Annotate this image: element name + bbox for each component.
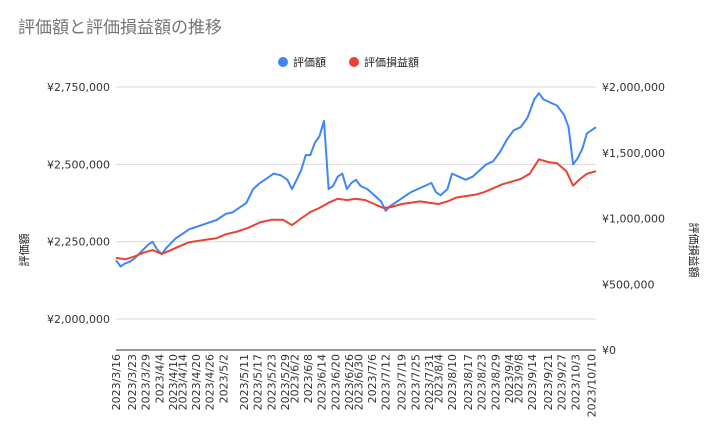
series-gain-line: [115, 158, 597, 261]
legend-marker-gain: [349, 57, 359, 67]
x-tick-label: 2023/8/23: [476, 354, 489, 410]
x-axis-ticks: 2023/3/16 2023/3/23 2023/3/29 2023/4/4 2023/…: [110, 354, 598, 417]
legend-label-valuation: 評価額: [293, 55, 326, 69]
x-tick-label: 2023/4/26: [204, 354, 217, 410]
left-axis-title: 評価額: [17, 234, 31, 267]
right-tick-label: ¥500,000: [602, 278, 655, 291]
x-tick-label: 2023/5/11: [238, 354, 251, 410]
x-tick-label: 2023/9/14: [526, 354, 539, 410]
x-tick-label: 2023/7/19: [396, 354, 409, 410]
chart-title: 評価額と評価損益額の推移: [18, 18, 222, 38]
x-tick-label: 2023/4/14: [176, 354, 189, 410]
x-tick-label: 2023/6/30: [352, 354, 365, 410]
x-tick-label: 2023/9/27: [556, 354, 569, 410]
x-tick-label: 2023/6/2: [288, 354, 301, 403]
x-tick-label: 2023/10/3: [569, 354, 582, 410]
x-tick-label: 2023/8/10: [446, 354, 459, 410]
x-tick-label: 2023/3/23: [126, 354, 139, 410]
x-tick-label: 2023/9/21: [542, 354, 555, 410]
x-tick-label: 2023/8/17: [462, 354, 475, 410]
left-tick-label: ¥2,750,000: [47, 81, 110, 94]
left-tick-label: ¥2,250,000: [47, 236, 110, 249]
x-tick-label: 2023/9/8: [512, 354, 525, 403]
left-axis-ticks: ¥2,000,000 ¥2,250,000 ¥2,500,000 ¥2,750,000: [47, 81, 110, 326]
x-tick-label: 2023/3/29: [140, 354, 153, 410]
x-tick-label: 2023/7/12: [380, 354, 393, 410]
x-tick-label: 2023/7/6: [366, 354, 379, 403]
right-tick-label: ¥1,500,000: [602, 147, 665, 160]
x-tick-label: 2023/6/26: [343, 354, 356, 410]
right-tick-label: ¥0: [602, 344, 616, 357]
legend: 評価額 評価損益額: [278, 55, 419, 69]
x-tick-label: 2023/4/4: [153, 354, 166, 403]
x-tick-label: 2023/9/4: [503, 354, 516, 403]
x-tick-label: 2023/5/2: [217, 354, 230, 403]
x-tick-label: 2023/6/14: [316, 354, 329, 410]
x-tick-label: 2023/3/16: [110, 354, 123, 410]
x-tick-label: 2023/4/10: [167, 354, 180, 410]
x-tick-label: 2023/5/29: [279, 354, 292, 410]
x-tick-label: 2023/7/25: [409, 354, 422, 410]
right-axis-ticks: ¥0 ¥500,000 ¥1,000,000 ¥1,500,000 ¥2,000,000: [602, 81, 665, 357]
legend-label-gain: 評価損益額: [364, 55, 419, 69]
gridlines: [116, 86, 596, 351]
x-tick-label: 2023/8/4: [432, 354, 445, 403]
series-valuation-line: [115, 92, 597, 268]
x-tick-label: 2023/8/29: [489, 354, 502, 410]
right-tick-label: ¥2,000,000: [602, 81, 665, 94]
right-tick-label: ¥1,000,000: [602, 213, 665, 226]
x-tick-label: 2023/10/10: [585, 354, 598, 417]
x-tick-label: 2023/6/8: [302, 354, 315, 403]
x-tick-label: 2023/5/17: [252, 354, 265, 410]
x-tick-label: 2023/5/23: [265, 354, 278, 410]
x-tick-label: 2023/7/31: [423, 354, 436, 410]
x-tick-label: 2023/4/20: [190, 354, 203, 410]
series-lines: [115, 92, 597, 268]
right-axis-title: 評価損益額: [687, 223, 701, 278]
x-tick-label: 2023/6/20: [329, 354, 342, 410]
left-tick-label: ¥2,500,000: [47, 158, 110, 171]
left-tick-label: ¥2,000,000: [47, 313, 110, 326]
legend-marker-valuation: [278, 57, 288, 67]
